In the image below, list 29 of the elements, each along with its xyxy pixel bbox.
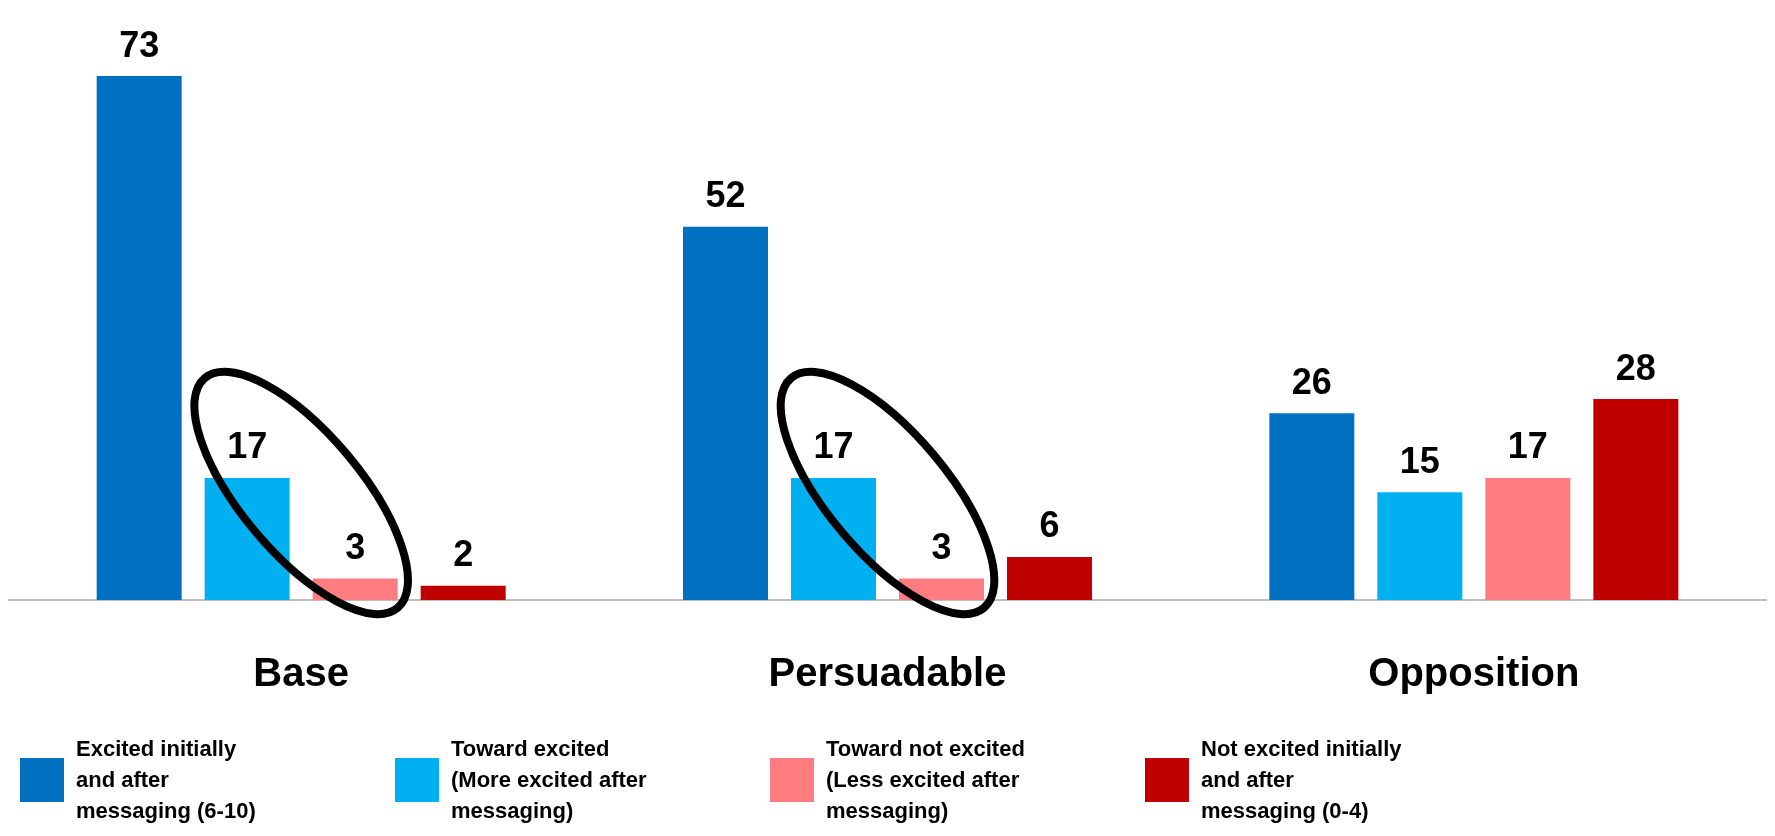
data-label: 17	[1507, 425, 1548, 467]
x-tick-label: Persuadable	[768, 650, 1007, 694]
data-label: 28	[1615, 346, 1656, 388]
bar	[204, 477, 290, 600]
bar	[96, 76, 182, 600]
bar	[683, 226, 768, 600]
data-label: 73	[119, 23, 160, 65]
data-label: 52	[705, 174, 746, 216]
x-tick-label: Opposition	[1368, 650, 1580, 694]
x-tick-label: Base	[253, 650, 349, 694]
data-label: 3	[931, 525, 952, 567]
legend-label: Not excited initially and after messaging (0-4)	[1201, 735, 1403, 825]
bar	[1485, 477, 1571, 600]
data-label: 17	[813, 425, 854, 467]
data-label: 2	[453, 533, 474, 575]
bar	[791, 477, 876, 600]
bar	[1007, 556, 1092, 600]
bar	[1269, 413, 1355, 600]
bar	[420, 585, 506, 600]
data-label: 17	[227, 425, 268, 467]
data-label: 26	[1291, 360, 1332, 402]
legend-label: Excited initially and after messaging (6-10)	[76, 735, 257, 825]
data-label: 6	[1039, 504, 1060, 546]
bar	[1593, 399, 1679, 600]
bar	[1377, 492, 1463, 600]
data-label: 3	[345, 525, 366, 567]
legend-label: Toward not excited (Less excited after messaging)	[826, 735, 1026, 825]
data-label: 15	[1399, 439, 1440, 481]
legend-label: Toward excited (More excited after messaging)	[451, 735, 648, 825]
